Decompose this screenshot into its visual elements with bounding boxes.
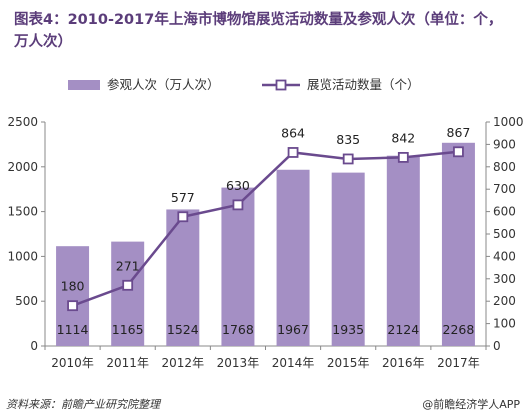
right-tick-label: 600: [493, 205, 516, 219]
x-tick-label: 2016年: [382, 356, 425, 370]
line-value-label: 835: [336, 132, 360, 147]
x-tick-label: 2012年: [162, 356, 205, 370]
line-marker: [232, 199, 244, 211]
legend-bar-swatch: [68, 80, 100, 90]
line-value-label: 630: [226, 178, 250, 193]
line-marker: [453, 146, 464, 158]
legend: 参观人次（万人次） 展览活动数量（个）: [68, 77, 420, 92]
x-tick-label: 2013年: [217, 356, 260, 370]
line-value-label: 577: [171, 190, 195, 205]
right-tick-label: 1000: [493, 115, 524, 129]
line-marker: [67, 300, 78, 312]
bar: [441, 142, 475, 346]
left-tick-label: 0: [30, 339, 38, 353]
right-tick-label: 500: [493, 227, 516, 241]
right-tick-label: 100: [493, 317, 516, 331]
bar-value-label: 1524: [167, 322, 199, 337]
x-tick-label: 2014年: [272, 356, 315, 370]
line-value-label: 180: [61, 279, 85, 294]
line-value-label: 867: [447, 125, 471, 140]
legend-line-marker: [275, 79, 287, 91]
line-value-label: 271: [116, 258, 140, 273]
right-tick-label: 0: [493, 339, 501, 353]
line-value-label: 864: [281, 125, 305, 140]
right-tick-label: 400: [493, 249, 516, 263]
bar-value-label: 1165: [112, 322, 144, 337]
right-tick-label: 900: [493, 137, 516, 151]
left-tick-label: 2000: [7, 160, 38, 174]
bar: [56, 246, 90, 346]
bar: [386, 155, 420, 346]
bar: [331, 172, 365, 346]
legend-line-label: 展览活动数量（个）: [307, 77, 420, 92]
bar-value-label: 1935: [332, 322, 364, 337]
x-tick-label: 2010年: [51, 356, 94, 370]
bar-value-label: 1768: [222, 322, 254, 337]
brand-label: @前瞻经济学人APP: [422, 398, 520, 411]
bar: [276, 169, 310, 346]
line-marker: [397, 151, 409, 163]
data-labels: 1114 1165 1524 1768 1967 1935 2124 2268 180 271 57…: [57, 125, 475, 337]
bar-value-label: 1114: [57, 322, 89, 337]
axes: 0 500 1000 1500 2000 2500 0 100 200 300 400 500 600 7…: [7, 115, 523, 370]
right-tick-label: 800: [493, 160, 516, 174]
chart-title: 图表4：2010-2017年上海市博物馆展览活动数量及参观人次（单位：个，万人次…: [14, 12, 503, 50]
x-tick-label: 2011年: [106, 356, 149, 370]
legend-bar-label: 参观人次（万人次）: [107, 77, 220, 92]
bar: [221, 187, 255, 346]
x-tick-label: 2017年: [437, 356, 480, 370]
bar: [111, 241, 145, 346]
bar-value-label: 2124: [387, 322, 419, 337]
source-note: 资料来源：前瞻产业研究院整理: [6, 398, 160, 411]
line-marker: [122, 279, 134, 291]
left-tick-label: 1000: [7, 249, 38, 263]
right-tick-label: 300: [493, 272, 516, 286]
line-path: [72, 150, 459, 307]
x-tick-label: 2015年: [327, 356, 370, 370]
right-tick-label: 200: [493, 294, 516, 308]
line-series: [67, 146, 464, 312]
line-marker: [177, 211, 189, 223]
bar-value-label: 1967: [277, 322, 309, 337]
line-value-label: 842: [391, 130, 415, 145]
bar-value-label: 2268: [443, 322, 475, 337]
bar-series: [56, 142, 475, 346]
line-marker: [342, 153, 354, 165]
left-tick-label: 500: [15, 294, 38, 308]
line-marker: [287, 147, 299, 158]
left-tick-label: 1500: [7, 205, 38, 219]
right-tick-label: 700: [493, 182, 516, 196]
left-tick-label: 2500: [7, 115, 38, 129]
